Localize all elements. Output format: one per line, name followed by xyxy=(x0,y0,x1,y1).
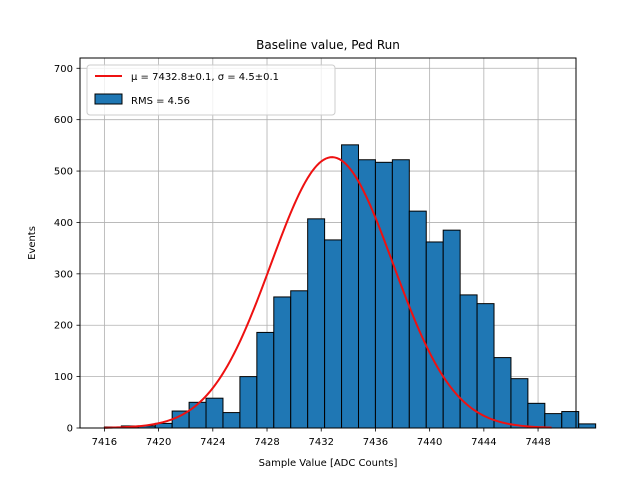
gaussian-fit xyxy=(104,156,552,429)
y-tick-label: 400 xyxy=(54,218,73,229)
histogram-bar xyxy=(171,410,190,429)
histogram-bar xyxy=(544,413,563,429)
histogram-bar xyxy=(290,290,309,429)
x-tick-label: 7440 xyxy=(417,437,442,448)
legend-hist-label: RMS = 4.56 xyxy=(131,96,190,107)
histogram-bar xyxy=(273,296,292,429)
x-tick-label: 7424 xyxy=(200,437,225,448)
histogram-bar xyxy=(307,218,326,429)
y-tick-label: 200 xyxy=(54,321,73,332)
x-tick-label: 7448 xyxy=(525,437,550,448)
histogram-bar xyxy=(256,331,275,429)
histogram-bar xyxy=(476,303,495,429)
histogram-bar xyxy=(442,229,461,429)
y-tick-label: 100 xyxy=(54,372,73,383)
legend-frame xyxy=(86,64,336,116)
y-tick-label: 500 xyxy=(54,167,73,178)
histogram-bar xyxy=(510,378,529,429)
legend-fit-label: μ = 7432.8±0.1, σ = 4.5±0.1 xyxy=(131,72,279,83)
histogram-bar xyxy=(222,412,241,429)
y-tick-label: 300 xyxy=(54,269,73,280)
x-tick-label: 7444 xyxy=(471,437,496,448)
chart-title: Baseline value, Ped Run xyxy=(256,38,400,52)
histogram-bar xyxy=(374,161,393,429)
histogram-bar xyxy=(324,239,343,429)
histogram-bar xyxy=(578,423,597,429)
y-tick-label: 700 xyxy=(54,64,73,75)
y-axis-label: Events xyxy=(27,226,38,260)
x-tick-label: 7416 xyxy=(92,437,117,448)
histogram-bar xyxy=(239,376,258,429)
x-tick-label: 7428 xyxy=(254,437,279,448)
plot-area-frame xyxy=(79,57,577,429)
histogram-bar xyxy=(425,241,444,429)
histogram-bar xyxy=(493,357,512,429)
y-tick-label: 600 xyxy=(54,115,73,126)
histogram-bar xyxy=(205,397,224,429)
legend-hist-swatch xyxy=(94,93,123,105)
x-axis-label: Sample Value [ADC Counts] xyxy=(259,458,398,469)
histogram-bar xyxy=(408,210,427,429)
histogram-bar xyxy=(391,159,410,429)
histogram-bar xyxy=(188,401,207,429)
x-tick-label: 7420 xyxy=(146,437,171,448)
fit-curve xyxy=(104,156,552,429)
y-axis-ticks: 0 100 200 300 400 500 600 700 xyxy=(54,64,80,435)
histogram-bar xyxy=(527,402,546,429)
histogram-bar xyxy=(459,294,478,429)
y-tick-label: 0 xyxy=(67,424,73,435)
legend: μ = 7432.8±0.1, σ = 4.5±0.1 RMS = 4.56 xyxy=(86,64,336,116)
x-tick-label: 7436 xyxy=(363,437,388,448)
histogram-bar xyxy=(341,144,359,429)
x-tick-label: 7432 xyxy=(308,437,333,448)
x-axis-ticks: 7416 7420 7424 7428 7432 7436 7440 7444 7448 xyxy=(92,428,551,448)
